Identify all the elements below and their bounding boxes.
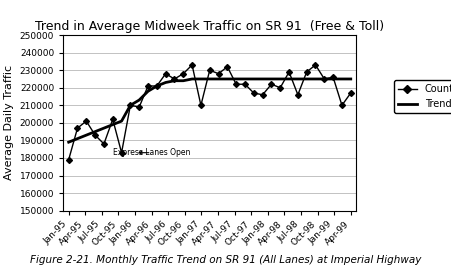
Counts bbox=[234, 83, 239, 86]
Trend bbox=[242, 77, 248, 81]
Trend bbox=[101, 127, 106, 130]
Trend bbox=[145, 90, 151, 93]
Trend bbox=[137, 99, 142, 102]
Trend bbox=[189, 77, 195, 81]
Counts bbox=[128, 104, 133, 107]
Trend bbox=[277, 77, 283, 81]
Counts bbox=[83, 120, 89, 123]
Trend bbox=[251, 77, 257, 81]
Trend bbox=[154, 85, 160, 88]
Counts bbox=[304, 70, 309, 74]
Counts bbox=[137, 106, 142, 109]
Counts bbox=[295, 93, 300, 96]
Trend bbox=[119, 120, 124, 123]
Trend bbox=[234, 77, 239, 81]
Trend bbox=[128, 104, 133, 107]
Trend bbox=[331, 77, 336, 81]
Counts bbox=[119, 151, 124, 154]
Trend bbox=[286, 77, 292, 81]
Counts bbox=[110, 118, 115, 121]
Trend bbox=[322, 77, 327, 81]
Counts bbox=[198, 104, 203, 107]
Title: Trend in Average Midweek Traffic on SR 91  (Free & Toll): Trend in Average Midweek Traffic on SR 9… bbox=[35, 19, 384, 33]
Y-axis label: Average Daily Traffic: Average Daily Traffic bbox=[4, 65, 14, 180]
Counts bbox=[216, 72, 221, 75]
Trend bbox=[348, 77, 354, 81]
Counts bbox=[339, 104, 345, 107]
Trend bbox=[110, 123, 115, 126]
Counts bbox=[75, 127, 80, 130]
Trend bbox=[216, 77, 221, 81]
Trend bbox=[225, 77, 230, 81]
Trend bbox=[269, 77, 274, 81]
Trend bbox=[75, 137, 80, 140]
Trend bbox=[260, 77, 265, 81]
Text: Figure 2-21. Monthly Traffic Trend on SR 91 (All Lanes) at Imperial Highway: Figure 2-21. Monthly Traffic Trend on SR… bbox=[30, 255, 421, 265]
Trend bbox=[92, 130, 98, 133]
Counts bbox=[313, 63, 318, 67]
Text: Express Lanes Open: Express Lanes Open bbox=[113, 148, 190, 157]
Trend bbox=[207, 77, 212, 81]
Counts bbox=[322, 77, 327, 81]
Counts bbox=[92, 134, 98, 137]
Line: Counts: Counts bbox=[67, 63, 353, 162]
Trend bbox=[180, 79, 186, 82]
Counts bbox=[66, 158, 71, 161]
Counts bbox=[277, 86, 283, 89]
Counts bbox=[242, 83, 248, 86]
Trend bbox=[304, 77, 309, 81]
Counts bbox=[172, 77, 177, 81]
Trend bbox=[295, 77, 300, 81]
Counts bbox=[163, 72, 168, 75]
Counts bbox=[101, 142, 106, 146]
Trend bbox=[66, 141, 71, 144]
Trend bbox=[163, 81, 168, 84]
Counts bbox=[145, 85, 151, 88]
Counts bbox=[260, 93, 265, 96]
Counts bbox=[331, 76, 336, 79]
Trend bbox=[339, 77, 345, 81]
Counts bbox=[154, 85, 160, 88]
Counts bbox=[269, 83, 274, 86]
Counts bbox=[189, 63, 195, 67]
Counts bbox=[286, 70, 292, 74]
Trend bbox=[313, 77, 318, 81]
Trend bbox=[83, 134, 89, 137]
Counts bbox=[180, 72, 186, 75]
Counts bbox=[348, 91, 354, 95]
Trend bbox=[172, 79, 177, 82]
Counts bbox=[225, 65, 230, 68]
Legend: Counts, Trend: Counts, Trend bbox=[394, 80, 451, 113]
Trend bbox=[198, 77, 203, 81]
Line: Trend: Trend bbox=[69, 79, 351, 142]
Counts bbox=[207, 69, 212, 72]
Counts bbox=[251, 91, 257, 95]
